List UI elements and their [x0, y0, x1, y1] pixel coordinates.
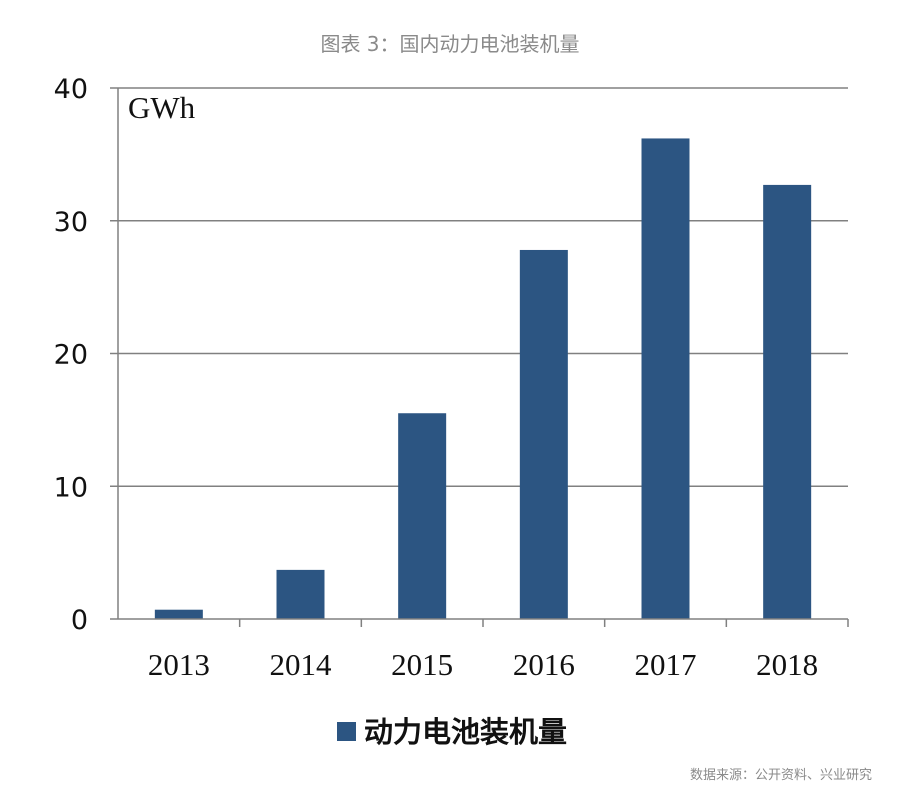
y-tick-label: 20 — [54, 340, 88, 371]
legend-swatch — [337, 722, 356, 741]
y-tick-label: 10 — [54, 472, 88, 503]
grid-layer — [118, 87, 848, 487]
x-tick-label: 2015 — [391, 647, 453, 682]
y-tick-label: 30 — [54, 207, 88, 238]
y-tick-label: 0 — [71, 605, 88, 636]
chart-title: 图表 3：国内动力电池装机量 — [320, 32, 580, 56]
bar-2017 — [641, 138, 690, 619]
bar-2016 — [519, 249, 568, 619]
x-tick-label: 2013 — [148, 647, 210, 682]
y-tick-label: 40 — [54, 74, 88, 105]
x-tick-label: 2018 — [756, 647, 818, 682]
axis-layer: 0 10 20 30 40 2013 2014 2015 2016 2017 2018 — [54, 74, 849, 682]
x-tick-label: 2016 — [513, 647, 575, 682]
source-note: 数据来源：公开资料、兴业研究 — [689, 768, 872, 783]
legend-label: 动力电池装机量 — [364, 715, 567, 749]
bar-layer — [154, 138, 812, 619]
unit-label: GWh — [128, 90, 196, 125]
bar-2014 — [276, 569, 325, 619]
bar-2013 — [154, 609, 203, 619]
legend: 动力电池装机量 — [337, 715, 567, 749]
x-tick-label: 2014 — [270, 647, 333, 682]
x-tick-label: 2017 — [635, 647, 697, 682]
bar-2015 — [398, 413, 447, 619]
bar-2018 — [763, 184, 812, 619]
